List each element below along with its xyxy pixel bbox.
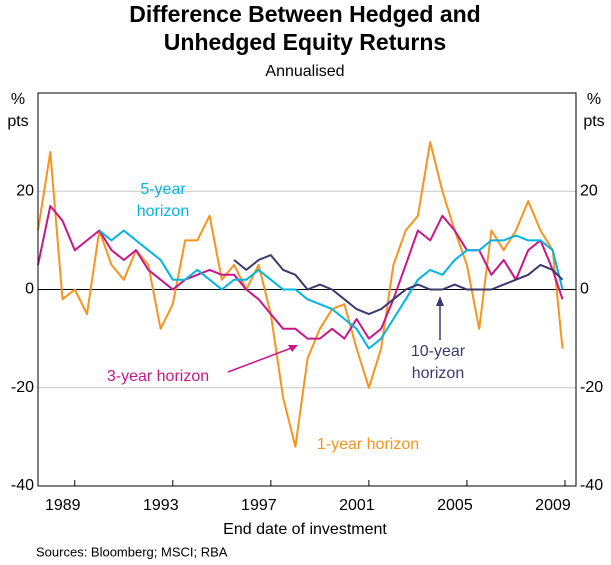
chart-title: Unhedged Equity Returns	[164, 29, 446, 55]
x-tick-label: 2001	[339, 497, 375, 514]
y2-tick-label: -20	[580, 379, 603, 396]
y-tick-label: -20	[11, 379, 34, 396]
y2-tick-label: -40	[580, 477, 603, 494]
plot-frame	[37, 92, 577, 487]
chart-subtitle: Annualised	[265, 63, 344, 80]
y-tick-label: 0	[25, 281, 34, 298]
annotation-arrow	[227, 346, 295, 373]
chart-title: Difference Between Hedged and	[129, 1, 480, 27]
annotation-arrow-head	[288, 345, 298, 352]
annotation: 10-year horizon	[411, 343, 466, 382]
annotation: 5-year horizon	[137, 181, 189, 220]
y-axis-label: pts	[7, 113, 28, 130]
annotation-arrow-head	[436, 296, 444, 306]
annotations: 5-year horizon 3-year horizon 10-year hori…	[107, 181, 466, 453]
annotation: 3-year horizon	[107, 368, 209, 385]
plot-area: -40 -20 0 20 -40 -20 0 20 1989 1993 1997 2001 2005 20…	[11, 92, 603, 514]
x-tick-label: 1989	[45, 497, 81, 514]
x-tick-label: 2009	[535, 497, 571, 514]
x-axis-label: End date of investment	[223, 521, 387, 538]
y2-axis-label: %	[587, 91, 601, 108]
series-line	[233, 254, 564, 316]
y-axis-label: %	[11, 91, 25, 108]
series-line	[37, 141, 564, 448]
series-line	[98, 229, 564, 350]
y2-tick-label: 20	[580, 182, 598, 199]
source-note: Sources: Bloomberg; MSCI; RBA	[36, 544, 228, 559]
y2-axis-label: pts	[583, 113, 604, 130]
x-tick-label: 1993	[143, 497, 179, 514]
annotation: 1-year horizon	[317, 436, 419, 453]
y-tick-label: 20	[16, 182, 34, 199]
y2-tick-label: 0	[580, 281, 589, 298]
x-tick-label: 1997	[241, 497, 277, 514]
y-tick-label: -40	[11, 477, 34, 494]
x-tick-label: 2005	[437, 497, 473, 514]
